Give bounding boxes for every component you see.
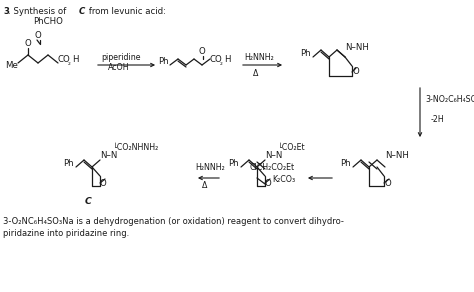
Text: Ph: Ph bbox=[300, 48, 310, 58]
Text: PhCHO: PhCHO bbox=[33, 18, 63, 27]
Text: Ph: Ph bbox=[63, 159, 73, 168]
Text: O: O bbox=[353, 67, 360, 77]
Text: AcOH: AcOH bbox=[108, 63, 129, 72]
Text: C: C bbox=[79, 7, 85, 16]
Text: N–NH: N–NH bbox=[345, 43, 369, 51]
Text: O: O bbox=[265, 178, 272, 187]
Text: H₂NNH₂: H₂NNH₂ bbox=[244, 53, 274, 62]
Text: H₂NNH₂: H₂NNH₂ bbox=[195, 164, 225, 173]
Text: └CO₂Et: └CO₂Et bbox=[278, 143, 306, 152]
Text: N–NH: N–NH bbox=[385, 152, 409, 161]
Text: piperidine: piperidine bbox=[101, 53, 140, 62]
Text: 3: 3 bbox=[3, 7, 9, 16]
Text: H: H bbox=[72, 55, 79, 65]
Text: └CO₂NHNH₂: └CO₂NHNH₂ bbox=[113, 143, 159, 152]
Text: N–N: N–N bbox=[100, 152, 118, 161]
Text: Δ: Δ bbox=[202, 180, 207, 190]
Text: O: O bbox=[25, 39, 32, 48]
Text: O: O bbox=[199, 48, 206, 56]
Text: CO: CO bbox=[58, 55, 71, 65]
Text: 3-NO₂C₆H₄SO₃Na: 3-NO₂C₆H₄SO₃Na bbox=[425, 95, 474, 105]
Text: ClCH₂CO₂Et: ClCH₂CO₂Et bbox=[250, 164, 295, 173]
Text: 3-O₂NC₆H₄SO₃Na is a dehydrogenation (or oxidation) reagent to convert dihydro-: 3-O₂NC₆H₄SO₃Na is a dehydrogenation (or … bbox=[3, 218, 344, 227]
Text: ₂: ₂ bbox=[68, 60, 71, 66]
Text: N–N: N–N bbox=[265, 152, 283, 161]
Text: -2H: -2H bbox=[431, 116, 445, 124]
Text: . Synthesis of: . Synthesis of bbox=[8, 7, 69, 16]
Text: CO: CO bbox=[210, 55, 223, 65]
Text: O: O bbox=[385, 178, 392, 187]
Text: Ph: Ph bbox=[340, 159, 351, 168]
Text: H: H bbox=[224, 55, 230, 65]
Text: O: O bbox=[35, 32, 42, 41]
Text: Me: Me bbox=[5, 62, 18, 70]
Text: C: C bbox=[85, 197, 92, 206]
Text: piridazine into piridazine ring.: piridazine into piridazine ring. bbox=[3, 230, 129, 239]
Text: K₂CO₃: K₂CO₃ bbox=[272, 175, 295, 185]
Text: from levunic acid:: from levunic acid: bbox=[86, 7, 166, 16]
Text: Δ: Δ bbox=[253, 69, 258, 77]
Text: O: O bbox=[100, 178, 107, 187]
Text: Ph: Ph bbox=[228, 159, 238, 168]
Text: ₂: ₂ bbox=[220, 60, 223, 66]
Text: Ph: Ph bbox=[158, 58, 169, 67]
